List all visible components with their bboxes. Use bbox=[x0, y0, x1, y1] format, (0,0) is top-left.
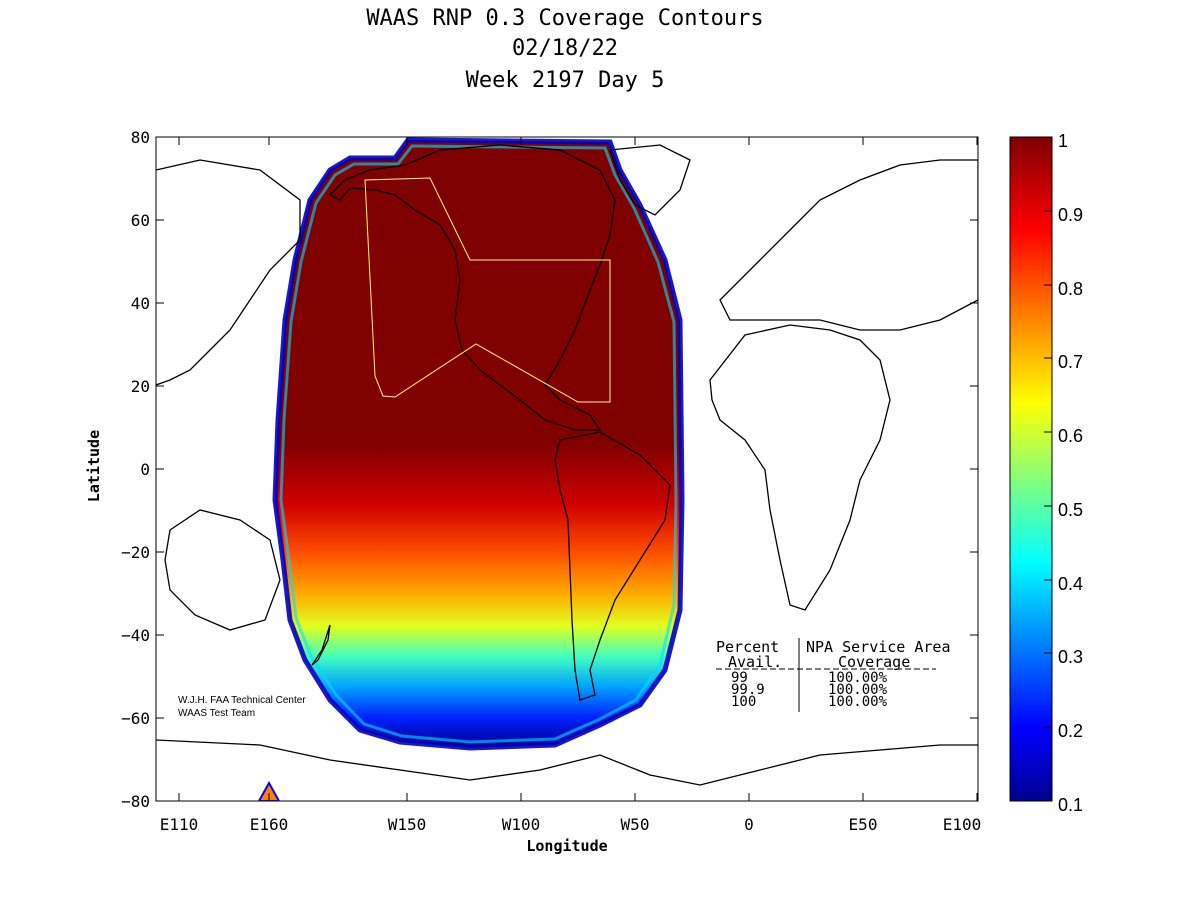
stats-header-col2-bottom: Coverage bbox=[838, 653, 910, 671]
chart-title-line2: 02/18/22 bbox=[512, 36, 618, 61]
stats-row-avail: 99 bbox=[731, 670, 748, 686]
continent-outlines bbox=[156, 144, 978, 786]
y-tick-label: 60 bbox=[131, 211, 150, 230]
colorbar-tick-label: 0.2 bbox=[1058, 721, 1083, 741]
x-tick-label: E110 bbox=[160, 815, 199, 834]
stats-header-col1-bottom: Avail. bbox=[728, 653, 782, 671]
stats-header-col2-top: NPA Service Area bbox=[806, 638, 951, 656]
y-axis-label: Latitude bbox=[85, 430, 103, 502]
colorbar bbox=[1009, 136, 1053, 802]
chart-title-line1: WAAS RNP 0.3 Coverage Contours bbox=[366, 6, 764, 31]
colorbar-tick-label: 0.5 bbox=[1058, 500, 1083, 520]
y-tick-label: −20 bbox=[121, 543, 150, 562]
colorbar-tick-label: 0.1 bbox=[1058, 795, 1083, 815]
stats-row-avail: 99.9 bbox=[731, 682, 765, 698]
colorbar-tick-label: 0.7 bbox=[1058, 352, 1083, 372]
y-tick-label: −40 bbox=[121, 626, 150, 645]
credit-line1: W.J.H. FAA Technical Center bbox=[178, 695, 306, 706]
y-tick-label: −60 bbox=[121, 709, 150, 728]
colorbar-tick-label: 0.4 bbox=[1058, 574, 1083, 594]
stats-table: Percent NPA Service Area Avail. Coverage… bbox=[716, 638, 951, 712]
x-tick-label: W100 bbox=[502, 815, 541, 834]
y-tick-label: −80 bbox=[121, 792, 150, 811]
colorbar-tick-label: 0.6 bbox=[1058, 426, 1083, 446]
colorbar-tick-label: 0.8 bbox=[1058, 279, 1083, 299]
x-tick-label: E100 bbox=[943, 815, 982, 834]
stats-row-coverage: 100.00% bbox=[828, 682, 888, 698]
y-tick-label: 80 bbox=[131, 128, 150, 147]
credit-line2: WAAS Test Team bbox=[178, 708, 255, 719]
y-tick-label: 40 bbox=[131, 294, 150, 313]
stats-row-coverage: 100.00% bbox=[828, 694, 888, 710]
service-area-outline bbox=[364, 177, 611, 403]
colorbar-tick-label: 0.3 bbox=[1058, 647, 1083, 667]
x-tick-label: W50 bbox=[621, 815, 650, 834]
stats-row-coverage: 100.00% bbox=[828, 670, 888, 686]
x-axis-label: Longitude bbox=[526, 837, 607, 855]
coverage-contour-region bbox=[275, 140, 682, 748]
x-tick-label: 0 bbox=[744, 815, 754, 834]
chart-title-line3: Week 2197 Day 5 bbox=[465, 68, 665, 93]
x-tick-label: E50 bbox=[849, 815, 878, 834]
x-tick-label: E160 bbox=[250, 815, 289, 834]
stats-row-avail: 100 bbox=[731, 694, 756, 710]
y-tick-label: 20 bbox=[131, 377, 150, 396]
coverage-edge bbox=[272, 137, 685, 751]
colorbar-tick-label: 1 bbox=[1058, 131, 1068, 151]
colorbar-tick-label: 0.9 bbox=[1058, 205, 1083, 225]
x-tick-label: W150 bbox=[388, 815, 427, 834]
y-tick-label: 0 bbox=[140, 460, 150, 479]
stats-header-col1-top: Percent bbox=[716, 638, 779, 656]
